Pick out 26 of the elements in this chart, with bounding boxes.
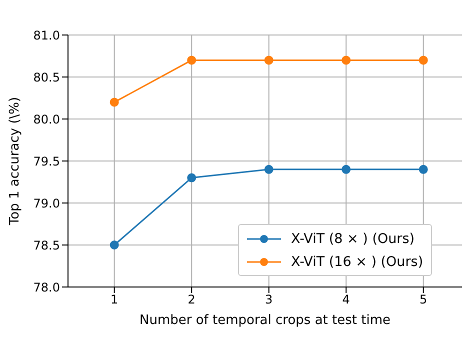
point (187, 56, 196, 65)
x-tick-label: 3 (265, 292, 273, 307)
y-tick-label: 80.5 (33, 70, 60, 84)
point (342, 164, 351, 174)
point (418, 56, 428, 65)
x-tick-label: 4 (342, 292, 350, 307)
point (110, 98, 119, 107)
y-tick-label: 78.0 (33, 280, 60, 294)
y-tick-label: 81.0 (33, 28, 60, 42)
point (110, 240, 119, 250)
point (264, 164, 274, 174)
point (264, 56, 274, 65)
point (418, 164, 428, 174)
y-axis-title: Top 1 accuracy (\%) (8, 96, 23, 226)
point (342, 56, 351, 65)
y-tick-label: 79.0 (33, 196, 60, 210)
y-tick-label: 78.5 (33, 238, 60, 252)
x-tick-label: 2 (188, 292, 196, 307)
x-tick-label: 1 (110, 292, 118, 307)
y-tick-label: 80.0 (33, 112, 60, 126)
x-axis-title: Number of temporal crops at test time (139, 313, 391, 328)
x-tick-label: 5 (420, 292, 428, 307)
legend-label: X-ViT (8 × ) (Ours) (291, 230, 414, 246)
point (187, 173, 196, 182)
legend-label: X-ViT (16 × ) (Ours) (291, 254, 424, 270)
y-tick-label: 79.5 (33, 154, 60, 168)
